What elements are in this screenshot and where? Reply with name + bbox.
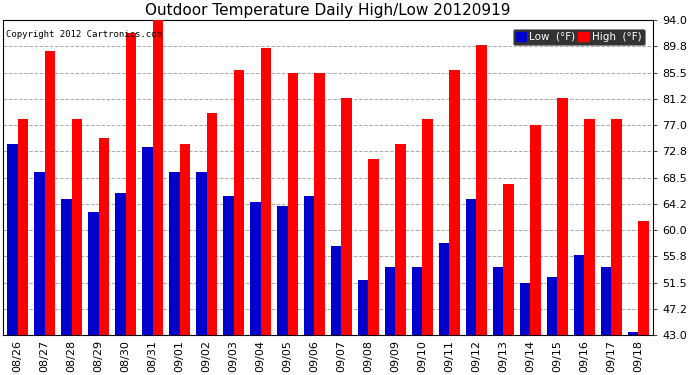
Bar	[449, 70, 460, 335]
Bar	[250, 202, 261, 335]
Bar	[638, 221, 649, 335]
Bar	[368, 159, 379, 335]
Bar	[476, 45, 486, 335]
Bar	[395, 144, 406, 335]
Bar	[152, 17, 163, 335]
Bar	[439, 243, 449, 335]
Legend: Low  (°F), High  (°F): Low (°F), High (°F)	[513, 29, 644, 45]
Bar	[88, 212, 99, 335]
Bar	[466, 200, 476, 335]
Bar	[358, 280, 368, 335]
Bar	[422, 119, 433, 335]
Bar	[342, 98, 352, 335]
Bar	[233, 70, 244, 335]
Bar	[412, 267, 422, 335]
Bar	[99, 138, 109, 335]
Bar	[8, 144, 18, 335]
Bar	[504, 184, 513, 335]
Bar	[224, 196, 233, 335]
Bar	[601, 267, 611, 335]
Bar	[574, 255, 584, 335]
Bar	[520, 283, 531, 335]
Bar	[115, 193, 126, 335]
Bar	[558, 98, 568, 335]
Bar	[179, 144, 190, 335]
Bar	[196, 172, 206, 335]
Text: Copyright 2012 Cartronics.com: Copyright 2012 Cartronics.com	[6, 30, 162, 39]
Bar	[34, 172, 45, 335]
Bar	[385, 267, 395, 335]
Bar	[72, 119, 82, 335]
Bar	[142, 147, 152, 335]
Bar	[261, 48, 270, 335]
Bar	[547, 277, 558, 335]
Bar	[584, 119, 595, 335]
Bar	[126, 33, 136, 335]
Bar	[493, 267, 504, 335]
Bar	[331, 246, 342, 335]
Bar	[288, 73, 298, 335]
Bar	[531, 125, 541, 335]
Bar	[169, 172, 179, 335]
Bar	[315, 73, 325, 335]
Bar	[18, 119, 28, 335]
Bar	[628, 332, 638, 335]
Bar	[611, 119, 622, 335]
Title: Outdoor Temperature Daily High/Low 20120919: Outdoor Temperature Daily High/Low 20120…	[145, 3, 511, 18]
Bar	[206, 113, 217, 335]
Bar	[61, 200, 72, 335]
Bar	[304, 196, 315, 335]
Bar	[277, 206, 288, 335]
Bar	[45, 51, 55, 335]
